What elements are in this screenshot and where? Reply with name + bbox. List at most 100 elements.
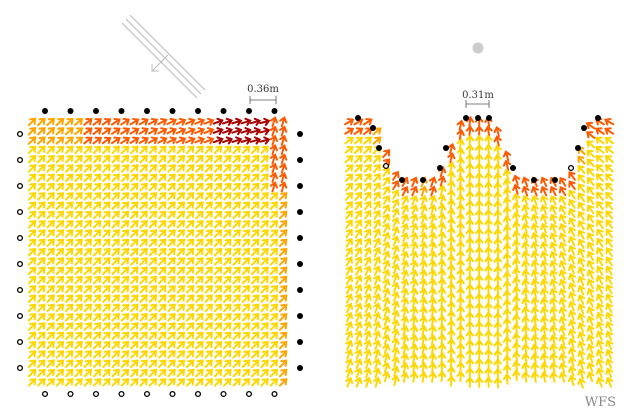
velocity-arrow: [120, 340, 130, 350]
velocity-arrow: [484, 283, 493, 295]
velocity-arrow: [92, 164, 102, 173]
velocity-arrow: [540, 352, 549, 365]
velocity-arrow: [549, 334, 558, 346]
velocity-arrow: [410, 343, 419, 355]
velocity-arrow: [92, 136, 103, 145]
velocity-arrow: [55, 312, 65, 322]
velocity-arrow: [260, 294, 269, 303]
inactive-loudspeaker: [220, 390, 227, 398]
inactive-loudspeaker: [16, 338, 24, 346]
velocity-arrow: [158, 322, 167, 331]
velocity-arrow: [102, 322, 111, 331]
velocity-arrow: [185, 201, 195, 210]
velocity-arrow: [392, 170, 400, 181]
velocity-arrow: [251, 312, 260, 322]
velocity-arrow: [595, 127, 605, 135]
velocity-arrow: [465, 320, 475, 333]
velocity-arrow: [372, 127, 382, 136]
velocity-arrow: [46, 136, 56, 145]
velocity-arrow: [111, 210, 121, 220]
velocity-arrow: [382, 343, 391, 355]
velocity-arrow: [167, 145, 176, 155]
velocity-arrow: [568, 254, 576, 265]
velocity-arrow: [65, 238, 74, 248]
velocity-arrow: [577, 368, 586, 380]
velocity-arrow: [65, 182, 74, 192]
velocity-arrow: [512, 276, 521, 288]
velocity-arrow: [502, 298, 512, 311]
velocity-arrow: [92, 285, 102, 294]
velocity-arrow: [502, 215, 512, 227]
velocity-arrow: [37, 192, 46, 201]
velocity-arrow: [83, 368, 93, 378]
velocity-arrow: [27, 340, 37, 350]
velocity-arrow: [456, 258, 465, 271]
velocity-arrow: [512, 360, 521, 372]
velocity-arrow: [83, 340, 93, 350]
velocity-arrow: [55, 192, 65, 201]
watermark-label: WFS: [585, 395, 616, 410]
velocity-arrow: [391, 309, 400, 321]
velocity-arrow: [37, 164, 46, 173]
velocity-arrow: [260, 322, 269, 331]
velocity-arrow: [558, 343, 567, 355]
velocity-arrow: [586, 352, 595, 364]
velocity-arrow: [232, 229, 241, 238]
velocity-arrow: [269, 192, 279, 201]
velocity-arrow: [577, 349, 586, 361]
velocity-arrow: [410, 222, 419, 234]
velocity-arrow: [474, 246, 484, 258]
velocity-arrow: [484, 357, 493, 370]
velocity-arrow: [456, 286, 465, 299]
velocity-arrow: [102, 164, 111, 173]
velocity-arrow: [213, 182, 223, 192]
velocity-arrow: [354, 191, 363, 201]
velocity-arrow: [530, 324, 540, 337]
velocity-arrow: [130, 275, 139, 285]
velocity-arrow: [577, 201, 585, 212]
velocity-arrow: [502, 326, 512, 339]
velocity-arrow: [465, 283, 475, 295]
velocity-arrow: [382, 278, 391, 290]
velocity-arrow: [83, 285, 93, 294]
velocity-arrow: [65, 266, 74, 275]
velocity-arrow: [456, 212, 465, 224]
velocity-arrow: [102, 173, 111, 182]
active-loudspeaker: [297, 157, 303, 163]
velocity-arrow: [204, 247, 214, 257]
velocity-arrow: [484, 208, 493, 221]
velocity-arrow: [447, 375, 456, 387]
velocity-arrow: [27, 219, 37, 229]
left-loudspeaker-array: [16, 108, 303, 398]
velocity-arrow: [102, 378, 111, 387]
velocity-arrow: [148, 322, 158, 331]
velocity-arrow: [558, 269, 567, 281]
velocity-arrow: [595, 358, 604, 369]
velocity-arrow: [213, 219, 223, 229]
velocity-arrow: [158, 350, 167, 359]
velocity-arrow: [605, 265, 613, 276]
velocity-arrow: [223, 378, 232, 387]
velocity-arrow: [65, 219, 74, 229]
velocity-arrow: [195, 359, 204, 368]
velocity-arrow: [540, 232, 549, 244]
velocity-arrow: [410, 362, 419, 374]
velocity-arrow: [167, 210, 176, 220]
velocity-arrow: [251, 285, 260, 294]
velocity-arrow: [111, 201, 121, 210]
velocity-arrow: [158, 210, 167, 220]
velocity-arrow: [176, 229, 186, 238]
velocity-arrow: [278, 266, 288, 275]
velocity-arrow: [577, 275, 586, 287]
velocity-arrow: [232, 378, 241, 387]
velocity-arrow: [37, 219, 46, 229]
velocity-arrow: [512, 230, 521, 242]
velocity-arrow: [353, 127, 364, 135]
velocity-arrow: [493, 172, 502, 184]
active-loudspeaker: [271, 108, 278, 114]
velocity-arrow: [354, 155, 363, 164]
velocity-arrow: [260, 219, 269, 229]
velocity-arrow: [530, 278, 539, 290]
velocity-arrow: [428, 352, 437, 365]
velocity-arrow: [74, 210, 83, 220]
